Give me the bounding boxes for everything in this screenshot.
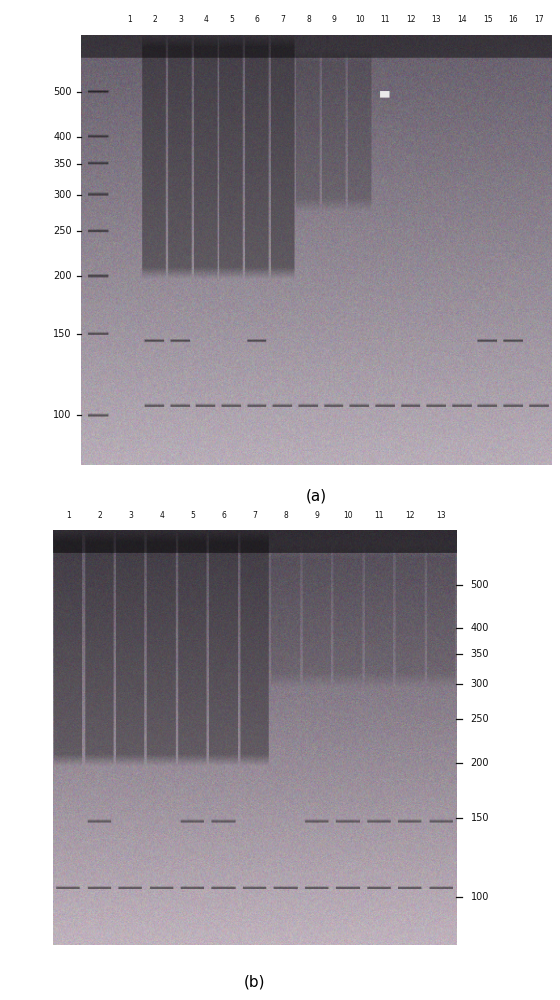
Text: 1: 1 [127,15,132,24]
Text: 10: 10 [343,511,353,520]
Text: 350: 350 [53,159,72,169]
Text: 10: 10 [355,15,365,24]
Text: 11: 11 [380,15,390,24]
Text: (b): (b) [244,974,265,989]
Text: 500: 500 [53,87,72,97]
Text: 2: 2 [97,511,102,520]
Text: 3: 3 [128,511,133,520]
Text: 2: 2 [152,15,157,24]
Text: 5: 5 [190,511,195,520]
Text: 5: 5 [229,15,234,24]
Text: 15: 15 [483,15,492,24]
Text: 150: 150 [53,329,72,339]
Text: 7: 7 [253,511,257,520]
Text: 250: 250 [53,226,72,236]
Text: 17: 17 [534,15,544,24]
Text: 100: 100 [470,892,489,902]
Text: 200: 200 [470,758,489,768]
Text: 8: 8 [306,15,311,24]
Text: 150: 150 [470,813,489,823]
Text: 4: 4 [159,511,164,520]
Text: 11: 11 [374,511,384,520]
Text: 300: 300 [470,679,489,689]
Text: 500: 500 [470,580,489,590]
Text: 6: 6 [255,15,260,24]
Text: 13: 13 [432,15,441,24]
Text: 6: 6 [221,511,226,520]
Text: 12: 12 [405,511,414,520]
Text: 100: 100 [53,410,72,420]
Text: 350: 350 [470,649,489,659]
Text: 250: 250 [470,714,489,724]
Text: 9: 9 [332,15,337,24]
Text: 400: 400 [470,623,489,633]
Text: (a): (a) [306,489,327,504]
Text: 14: 14 [457,15,467,24]
Text: 4: 4 [204,15,208,24]
Text: 12: 12 [406,15,416,24]
Text: 1: 1 [66,511,71,520]
Text: 300: 300 [53,190,72,200]
Text: 400: 400 [53,132,72,142]
Text: 3: 3 [178,15,183,24]
Text: 7: 7 [281,15,285,24]
Text: 8: 8 [283,511,288,520]
Text: 9: 9 [314,511,319,520]
Text: 200: 200 [53,271,72,281]
Text: 16: 16 [508,15,518,24]
Text: 13: 13 [436,511,446,520]
